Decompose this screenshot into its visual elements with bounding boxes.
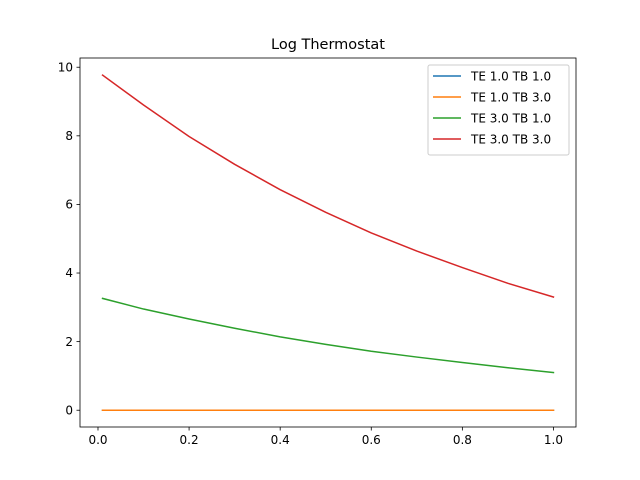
plot-frame <box>79 57 577 428</box>
y-axis: 0 2 4 6 8 10 <box>58 60 80 417</box>
series-lines <box>101 74 555 411</box>
legend-label: TE 3.0 TB 3.0 <box>470 132 551 146</box>
y-tick-label: 0 <box>65 403 73 417</box>
series-line <box>101 74 555 298</box>
y-tick-label: 2 <box>65 335 73 349</box>
x-tick-label: 0.4 <box>271 433 290 447</box>
legend-label: TE 3.0 TB 1.0 <box>470 111 551 125</box>
legend: TE 1.0 TB 1.0 TE 1.0 TB 3.0 TE 3.0 TB 1.0 T… <box>427 64 570 156</box>
y-tick-label: 6 <box>65 198 73 212</box>
legend-label: TE 1.0 TB 3.0 <box>470 90 551 104</box>
x-tick-label: 0.2 <box>180 433 199 447</box>
x-tick-label: 0.6 <box>362 433 381 447</box>
y-tick-label: 10 <box>58 60 73 74</box>
legend-label: TE 1.0 TB 1.0 <box>470 69 551 83</box>
y-tick-label: 4 <box>65 266 73 280</box>
series-line <box>101 297 555 374</box>
x-tick-label: 1.0 <box>544 433 563 447</box>
legend-box <box>427 64 570 156</box>
y-tick-label: 8 <box>65 129 73 143</box>
x-axis: 0.0 0.2 0.4 0.6 0.8 1.0 <box>88 427 563 447</box>
x-tick-label: 0.0 <box>88 433 107 447</box>
x-tick-label: 0.8 <box>453 433 472 447</box>
chart-title: Log Thermostat <box>271 37 385 53</box>
